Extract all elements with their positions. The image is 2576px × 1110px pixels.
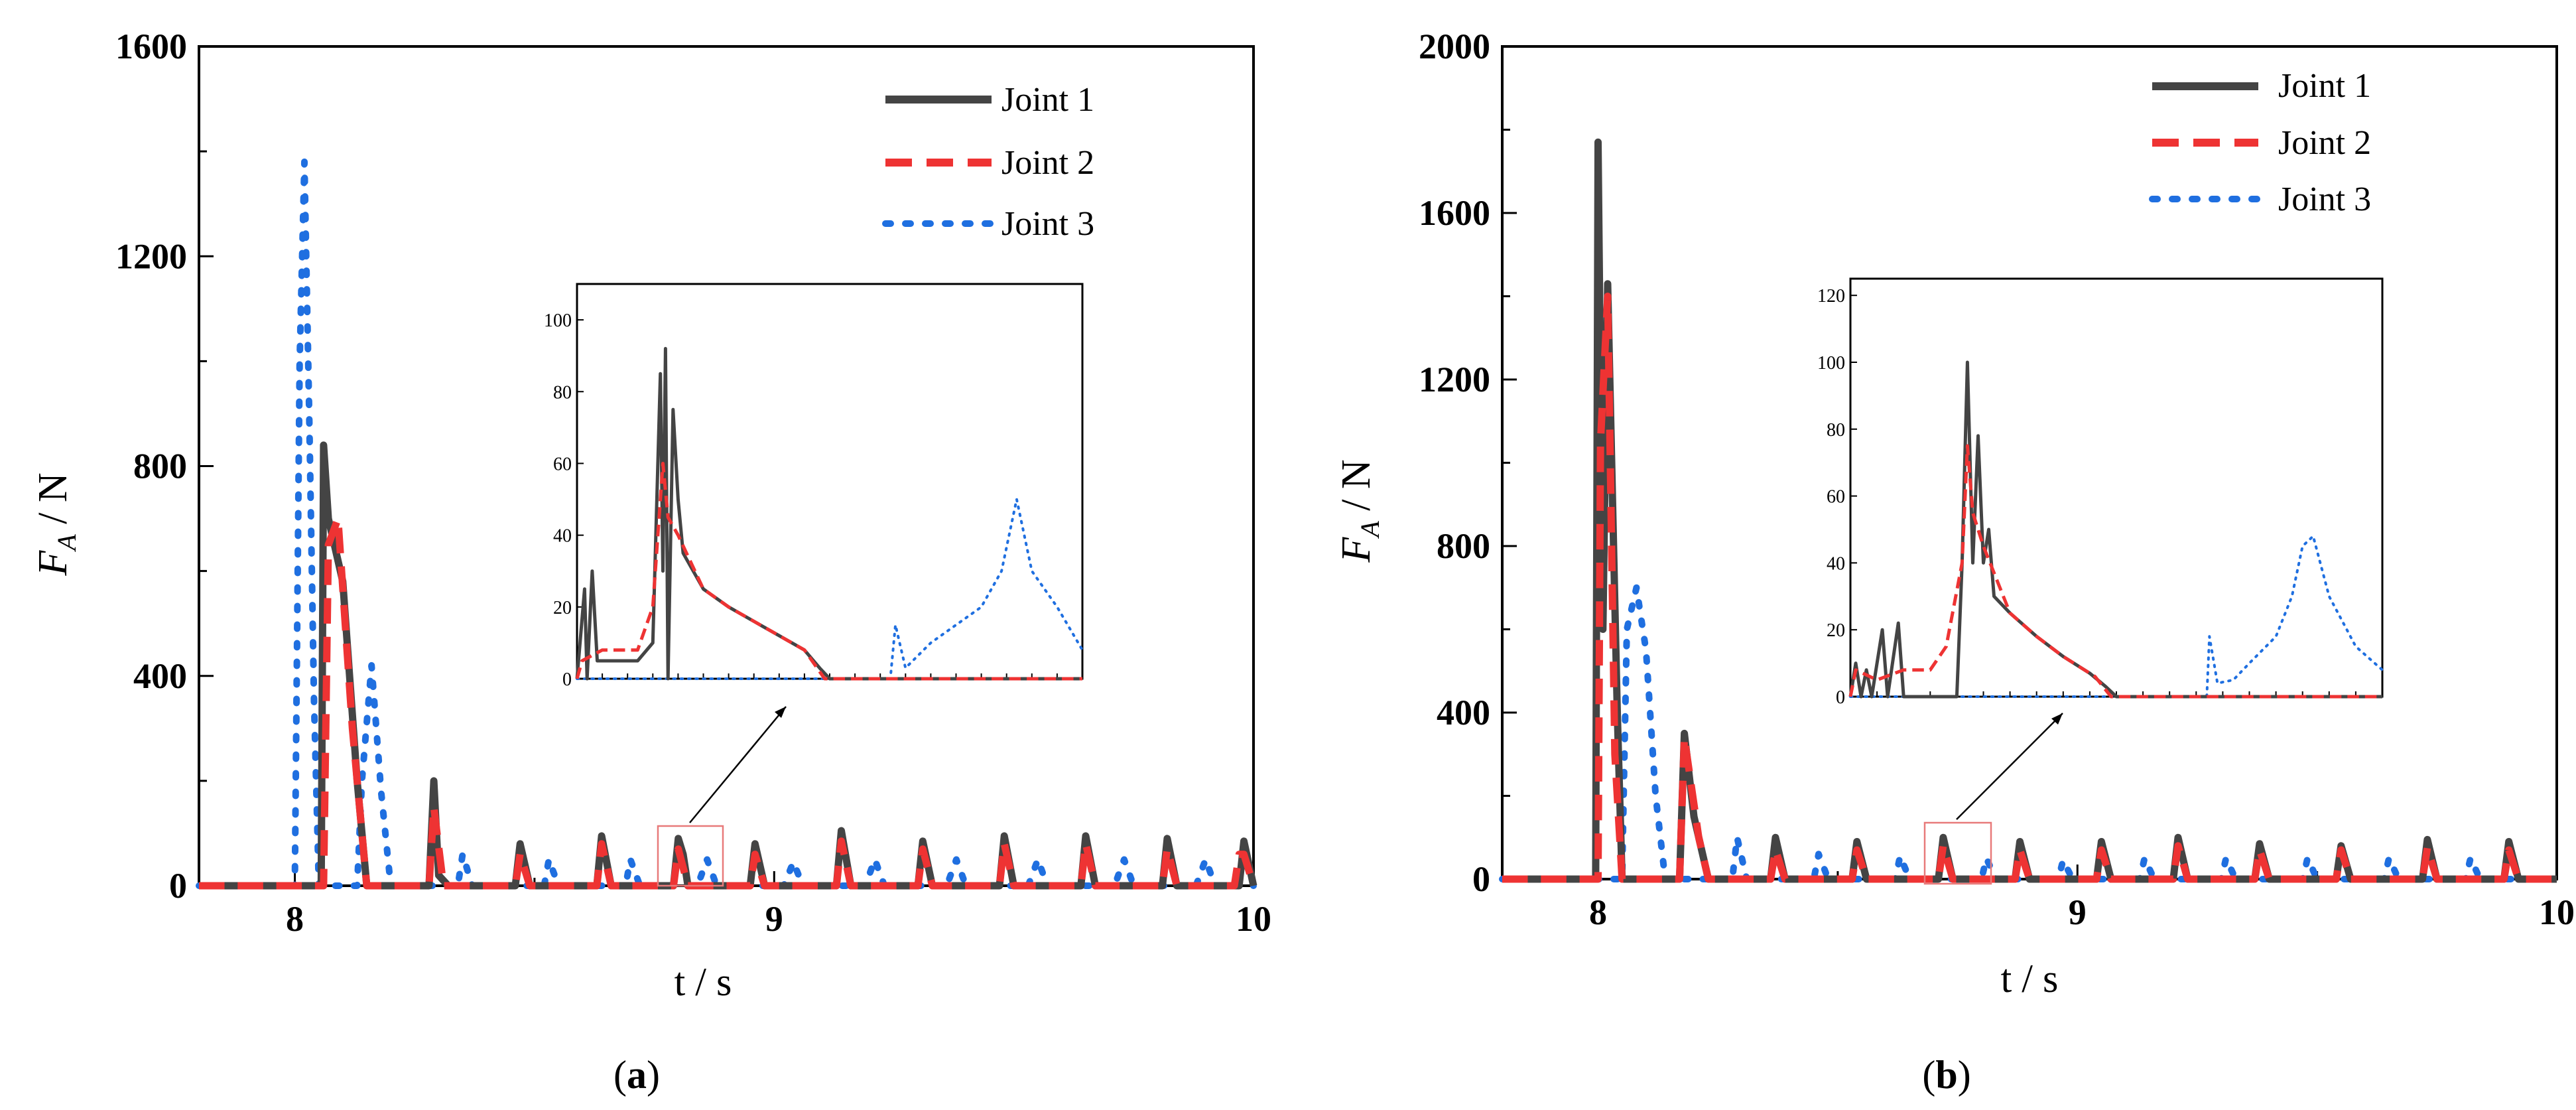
x-axis-label-b: t / s <box>2001 957 2059 1001</box>
zoom-arrow-a <box>689 706 787 823</box>
inset-y-tick-label: 100 <box>1817 353 1845 374</box>
inset-series-line-joint2 <box>575 462 1082 681</box>
inset-y-tick-label: 0 <box>562 669 572 690</box>
inset-y-tick-label: 100 <box>544 311 572 331</box>
zoom-arrow-head-a <box>775 707 786 718</box>
series-group-b <box>1499 138 2560 883</box>
legend-b: Joint 1 Joint 2 Joint 3 <box>2149 67 2371 218</box>
inset-y-tick-label: 0 <box>1836 687 1845 708</box>
series-line-joint2 <box>1502 293 2557 883</box>
legend-label-joint3: Joint 3 <box>1001 205 1094 243</box>
x-tick-label: 10 <box>1236 899 1271 939</box>
legend-label-joint2: Joint 2 <box>1001 144 1094 182</box>
panel-a: 0 400 800 1200 1600 8 9 10 0 20 40 60 80 100 Joint 1… <box>31 27 1271 1097</box>
x-tick-label: 10 <box>2539 892 2575 932</box>
y-tick-label: 800 <box>133 447 187 486</box>
zoom-box-b <box>1923 821 1992 885</box>
inset-y-tick-label: 120 <box>1817 286 1845 307</box>
y-tick-label: 400 <box>133 656 187 696</box>
legend-label-joint1: Joint 1 <box>1001 81 1094 119</box>
x-tick-label: 8 <box>286 899 304 939</box>
inset-series-line-joint2 <box>1848 444 2382 699</box>
inset-series-line-joint3 <box>1849 535 2384 698</box>
zoom-arrow-b <box>1956 713 2063 820</box>
inset-y-tick-label: 80 <box>553 382 572 403</box>
legend-a: Joint 1 Joint 2 Joint 3 <box>882 81 1094 243</box>
y-tick-label: 1200 <box>1419 360 1490 399</box>
inset-a: 0 20 40 60 80 100 <box>544 283 1084 690</box>
inset-y-tick-label: 60 <box>1827 487 1845 508</box>
inset-y-tick-label: 60 <box>553 454 572 474</box>
y-tick-label: 0 <box>169 866 187 906</box>
y-tick-label: 1600 <box>1419 193 1490 233</box>
inset-y-tick-label: 40 <box>553 526 572 547</box>
x-tick-label: 9 <box>2069 892 2087 932</box>
legend-label-joint2: Joint 2 <box>2278 124 2371 162</box>
y-tick-label: 400 <box>1437 693 1490 732</box>
x-tick-label: 8 <box>1589 892 1607 932</box>
y-tick-label: 1600 <box>115 27 187 66</box>
y-tick-label: 0 <box>1472 859 1490 899</box>
panel-label-a: (a) <box>613 1053 660 1097</box>
inset-y-tick-label: 20 <box>1827 620 1845 641</box>
y-tick-label: 800 <box>1437 526 1490 566</box>
legend-label-joint1: Joint 1 <box>2278 67 2371 105</box>
inset-y-tick-label: 80 <box>1827 420 1845 441</box>
y-tick-label: 2000 <box>1419 27 1490 66</box>
x-tick-label: 9 <box>765 899 783 939</box>
y-axis-label-a: FA / N <box>31 472 82 576</box>
legend-label-joint3: Joint 3 <box>2278 180 2371 218</box>
panel-label-b: (b) <box>1922 1053 1970 1097</box>
inset-frame-b <box>1849 277 2384 698</box>
zoom-arrow-head-b <box>2051 713 2063 725</box>
x-axis-label-a: t / s <box>675 960 732 1004</box>
inset-series-a: 0 20 40 60 80 100 <box>544 311 1084 690</box>
inset-b: 0 20 40 60 80 100 120 <box>1817 277 2384 708</box>
inset-y-tick-label: 40 <box>1827 553 1845 574</box>
inset-series-b: 0 20 40 60 80 100 120 <box>1817 286 2384 708</box>
inset-y-tick-label: 20 <box>553 598 572 618</box>
inset-series-line-joint3 <box>576 498 1084 680</box>
y-axis-label-b: FA / N <box>1334 459 1385 563</box>
inset-series-line-joint1 <box>575 346 1082 681</box>
y-tick-label: 1200 <box>115 236 187 276</box>
zoom-box-a <box>657 825 724 887</box>
